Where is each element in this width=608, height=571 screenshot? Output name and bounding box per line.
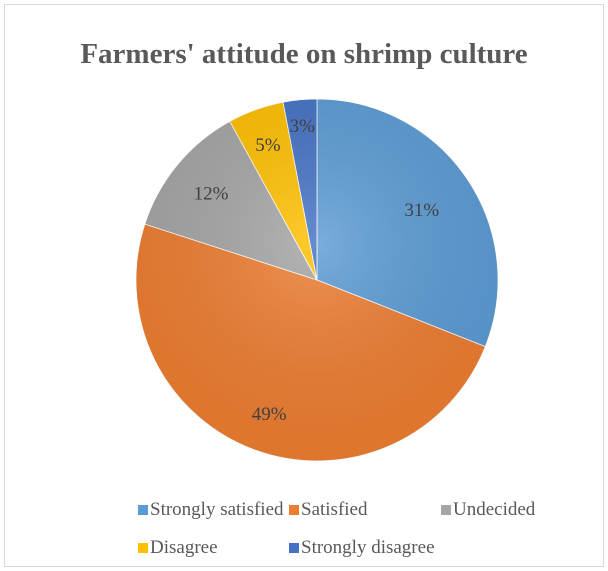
data-label-undecided: 12% <box>194 183 229 204</box>
legend-label: Strongly disagree <box>301 537 435 558</box>
legend-item-satisfied: Satisfied <box>289 498 368 522</box>
legend-label: Strongly satisfied <box>150 499 284 520</box>
chart-title: Farmers' attitude on shrimp culture <box>80 38 528 70</box>
data-label-satisfied: 49% <box>252 404 287 425</box>
legend-item-strongly-disagree: Strongly disagree <box>289 536 435 560</box>
legend-item-strongly-satisfied: Strongly satisfied <box>138 498 284 522</box>
legend-label: Disagree <box>150 537 218 558</box>
data-label-strongly-satisfied: 31% <box>404 200 439 221</box>
legend-label: Satisfied <box>301 499 368 520</box>
legend-label: Undecided <box>453 499 536 520</box>
data-label-strongly-disagree: 3% <box>290 116 316 137</box>
legend-swatch <box>289 505 299 515</box>
legend-item-undecided: Undecided <box>441 498 535 522</box>
legend-swatch <box>289 543 299 553</box>
legend-swatch <box>138 505 148 515</box>
legend-swatch <box>441 505 451 515</box>
data-label-disagree: 5% <box>255 135 281 156</box>
legend-swatch <box>138 543 148 553</box>
legend-item-disagree: Disagree <box>138 536 218 560</box>
